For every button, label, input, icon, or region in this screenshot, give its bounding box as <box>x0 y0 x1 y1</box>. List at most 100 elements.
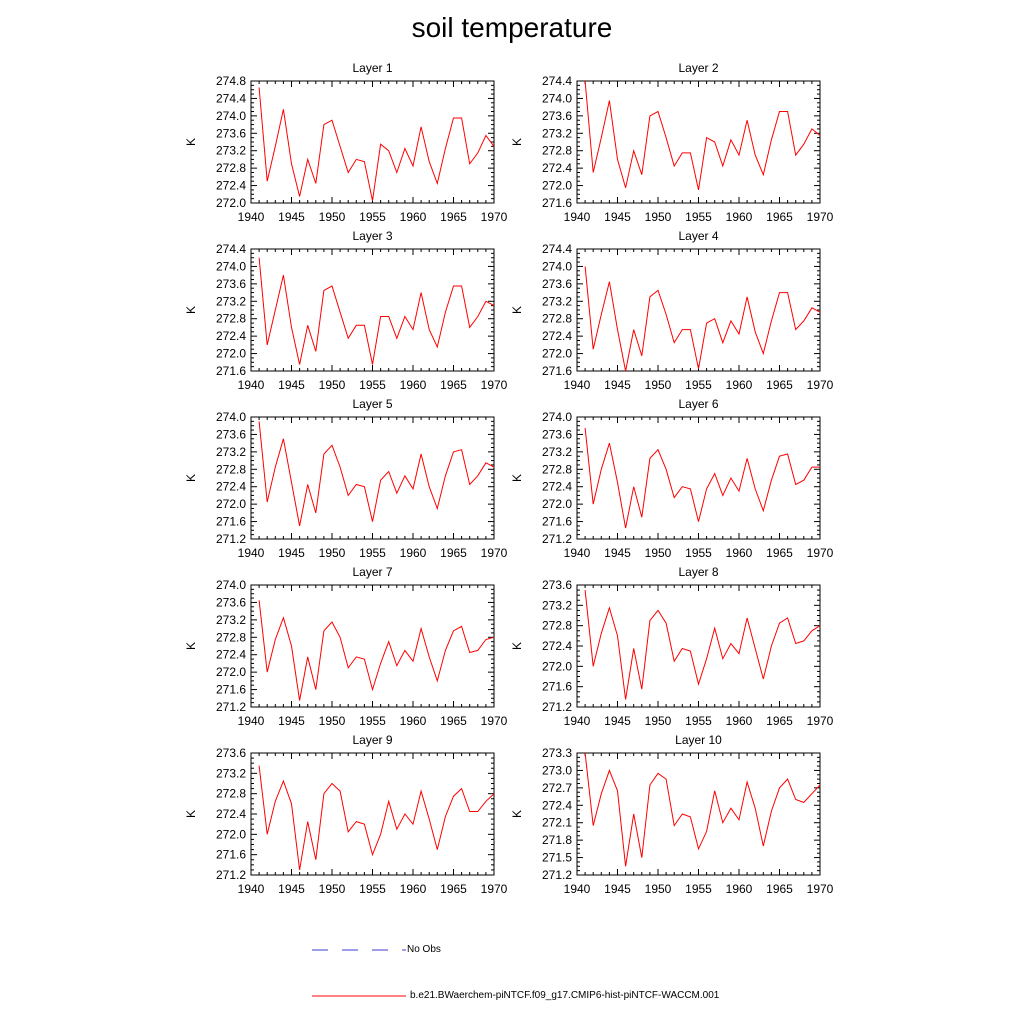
y-tick-label: 272.8 <box>216 462 246 476</box>
x-tick-label: 1955 <box>359 882 386 896</box>
x-tick-label: 1950 <box>645 882 672 896</box>
x-tick-label: 1940 <box>564 882 591 896</box>
x-tick-label: 1950 <box>645 378 672 392</box>
x-tick-label: 1960 <box>726 378 753 392</box>
y-tick-label: 272.0 <box>542 179 572 193</box>
chart-panel-1: Layer 1 272.0 272.4 272.8 273.2 273.6 274.0 274… <box>184 61 508 224</box>
y-tick-label: 271.6 <box>542 515 572 529</box>
x-tick-label: 1960 <box>726 882 753 896</box>
x-tick-label: 1965 <box>440 882 467 896</box>
panel-title: Layer 2 <box>678 61 718 75</box>
y-tick-label: 272.4 <box>542 329 572 343</box>
x-tick-label: 1965 <box>766 378 793 392</box>
y-tick-label: 273.6 <box>216 126 246 140</box>
panel-title: Layer 10 <box>675 733 722 747</box>
y-tick-label: 272.8 <box>542 144 572 158</box>
plot-frame <box>250 80 495 204</box>
series-line <box>258 87 495 201</box>
y-tick-label: 272.8 <box>542 312 572 326</box>
x-tick-label: 1950 <box>645 546 672 560</box>
y-tick-label: 271.5 <box>542 851 572 865</box>
x-tick-label: 1970 <box>481 210 508 224</box>
y-tick-label: 272.0 <box>542 347 572 361</box>
x-tick-label: 1965 <box>440 714 467 728</box>
series-line <box>584 427 820 529</box>
y-tick-label: 274.8 <box>216 74 246 88</box>
x-tick-label: 1945 <box>604 378 631 392</box>
y-tick-label: 273.2 <box>216 294 246 308</box>
y-axis-label: K <box>510 810 524 818</box>
x-tick-label: 1955 <box>359 546 386 560</box>
plot-frame <box>250 752 495 876</box>
x-tick-label: 1950 <box>319 882 346 896</box>
y-tick-label: 272.4 <box>216 807 246 821</box>
y-tick-label: 272.4 <box>216 329 246 343</box>
y-axis-label: K <box>510 138 524 146</box>
y-tick-label: 274.0 <box>542 259 572 273</box>
x-tick-label: 1950 <box>319 210 346 224</box>
y-tick-label: 274.0 <box>216 578 246 592</box>
series-line <box>258 765 495 870</box>
y-tick-label: 274.0 <box>216 410 246 424</box>
x-tick-label: 1970 <box>807 546 834 560</box>
x-tick-label: 1965 <box>766 210 793 224</box>
plot-frame <box>576 80 821 204</box>
x-tick-label: 1955 <box>359 714 386 728</box>
x-tick-label: 1945 <box>278 378 305 392</box>
panel-title: Layer 9 <box>352 733 392 747</box>
y-tick-label: 271.2 <box>542 700 572 714</box>
y-tick-label: 273.2 <box>542 126 572 140</box>
series-line <box>584 266 821 372</box>
x-tick-label: 1940 <box>564 714 591 728</box>
x-tick-label: 1940 <box>238 210 265 224</box>
x-tick-label: 1965 <box>440 546 467 560</box>
y-tick-label: 273.6 <box>216 427 246 441</box>
x-tick-label: 1945 <box>604 546 631 560</box>
y-tick-label: 274.4 <box>542 242 572 256</box>
x-tick-label: 1955 <box>685 882 712 896</box>
chart-panel-4: Layer 4 271.6 272.0 272.4 272.8 273.2 273.6 274… <box>510 229 834 392</box>
x-tick-label: 1970 <box>807 882 834 896</box>
y-tick-label: 272.1 <box>542 816 572 830</box>
x-tick-label: 1960 <box>726 210 753 224</box>
x-tick-label: 1945 <box>278 714 305 728</box>
x-tick-label: 1955 <box>685 210 712 224</box>
y-tick-label: 271.6 <box>542 196 572 210</box>
legend-model-line <box>312 995 406 997</box>
x-tick-label: 1965 <box>766 882 793 896</box>
y-tick-label: 272.4 <box>542 480 572 494</box>
y-tick-label: 273.0 <box>542 763 572 777</box>
y-tick-label: 273.6 <box>542 277 572 291</box>
y-tick-label: 273.2 <box>216 445 246 459</box>
x-tick-label: 1945 <box>604 882 631 896</box>
y-tick-label: 272.0 <box>216 347 246 361</box>
y-tick-label: 274.4 <box>216 242 246 256</box>
chart-panel-5: Layer 5 271.2 271.6 272.0 272.4 272.8 273.2 273… <box>184 397 508 560</box>
x-tick-label: 1940 <box>238 882 265 896</box>
chart-panel-7: Layer 7 271.2 271.6 272.0 272.4 272.8 273.2 273… <box>184 565 508 728</box>
y-tick-label: 271.2 <box>542 868 572 882</box>
x-tick-label: 1960 <box>726 714 753 728</box>
x-tick-label: 1955 <box>685 714 712 728</box>
y-tick-label: 274.0 <box>216 259 246 273</box>
y-axis-label: K <box>510 642 524 650</box>
y-tick-label: 271.8 <box>542 833 572 847</box>
plot-frame <box>576 248 821 372</box>
y-tick-label: 272.4 <box>542 798 572 812</box>
x-tick-label: 1960 <box>400 714 427 728</box>
y-tick-label: 272.8 <box>216 630 246 644</box>
panel-title: Layer 4 <box>678 229 718 243</box>
y-axis-label: K <box>184 138 198 146</box>
y-axis-label: K <box>184 474 198 482</box>
y-tick-label: 272.4 <box>542 161 572 175</box>
y-tick-label: 273.2 <box>542 445 572 459</box>
x-tick-label: 1960 <box>400 546 427 560</box>
panel-title: Layer 1 <box>352 61 392 75</box>
x-tick-label: 1945 <box>604 210 631 224</box>
x-tick-label: 1940 <box>564 546 591 560</box>
y-tick-label: 272.8 <box>216 161 246 175</box>
y-axis-label: K <box>184 306 198 314</box>
y-tick-label: 272.0 <box>216 827 246 841</box>
x-tick-label: 1970 <box>481 882 508 896</box>
plot-frame <box>576 752 821 876</box>
